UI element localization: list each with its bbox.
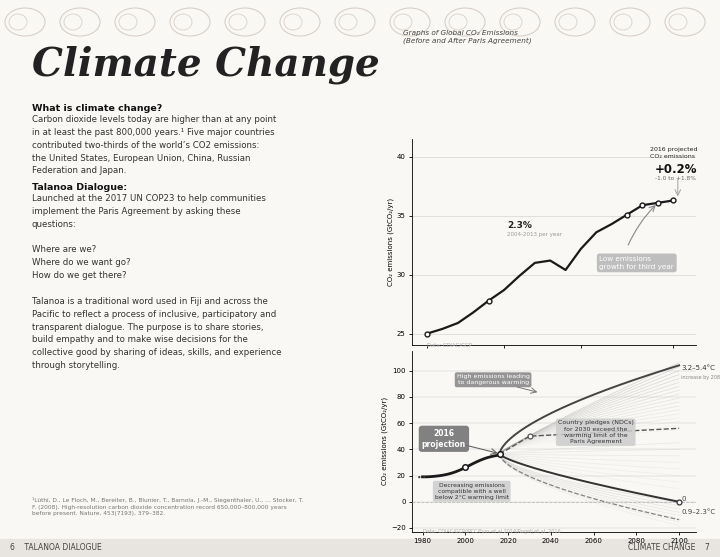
Y-axis label: CO₂ emissions (GtCO₂/yr): CO₂ emissions (GtCO₂/yr) <box>387 198 394 286</box>
Text: 2016 projected
CO₂ emissions: 2016 projected CO₂ emissions <box>650 148 698 159</box>
Text: High emissions leading
to dangerous warming: High emissions leading to dangerous warm… <box>456 374 529 385</box>
Text: Talanoa Dialogue:: Talanoa Dialogue: <box>32 183 127 192</box>
Text: CLIMATE CHANGE    7: CLIMATE CHANGE 7 <box>629 544 710 553</box>
Text: Country pledges (NDCs)
for 2030 exceed the
warming limit of the
Paris Agreement: Country pledges (NDCs) for 2030 exceed t… <box>558 421 634 444</box>
Text: Data: CDIAC/GCP: Data: CDIAC/GCP <box>427 343 472 348</box>
Text: -1.0 to +1.8%: -1.0 to +1.8% <box>654 176 696 181</box>
Text: Launched at the 2017 UN COP23 to help communities
implement the Paris Agreement : Launched at the 2017 UN COP23 to help co… <box>32 194 282 370</box>
Text: 2016
projection: 2016 projection <box>422 429 466 449</box>
Text: ¹Lüthi, D., Le Floch, M., Bereiter, B., Blunier, T., Barnola, J.-M., Siegenthale: ¹Lüthi, D., Le Floch, M., Bereiter, B., … <box>32 497 303 516</box>
Text: What is climate change?: What is climate change? <box>32 104 162 113</box>
Text: 6    TALANOA DIALOGUE: 6 TALANOA DIALOGUE <box>10 544 102 553</box>
Y-axis label: CO₂ emissions (GtCO₂/yr): CO₂ emissions (GtCO₂/yr) <box>382 397 388 486</box>
Text: Decreasing emissions
compatible with a well
below 2°C warming limit: Decreasing emissions compatible with a w… <box>435 482 509 500</box>
Bar <box>0 539 720 557</box>
Text: Data: CDIAC/GCP/IPCC/Fuss et al.2014/Rogelj et al. 2016: Data: CDIAC/GCP/IPCC/Fuss et al.2014/Rog… <box>423 529 560 534</box>
Text: increase by 2081-2100: increase by 2081-2100 <box>681 375 720 380</box>
Text: 2004-2013 per year: 2004-2013 per year <box>507 232 562 237</box>
Text: Low emissions
growth for third year: Low emissions growth for third year <box>599 256 674 270</box>
Text: 3.2–5.4°C: 3.2–5.4°C <box>681 365 715 371</box>
Text: Carbon dioxide levels today are higher than at any point
in at least the past 80: Carbon dioxide levels today are higher t… <box>32 115 276 175</box>
Text: 0.9–2.3°C: 0.9–2.3°C <box>681 509 716 515</box>
Text: Climate Change: Climate Change <box>32 46 379 84</box>
Text: +0.2%: +0.2% <box>654 163 697 176</box>
Text: Graphs of Global CO₂ Emissions
(Before and After Paris Agreement): Graphs of Global CO₂ Emissions (Before a… <box>403 30 531 45</box>
Text: 0: 0 <box>681 496 685 502</box>
Text: 2.3%: 2.3% <box>507 221 532 229</box>
